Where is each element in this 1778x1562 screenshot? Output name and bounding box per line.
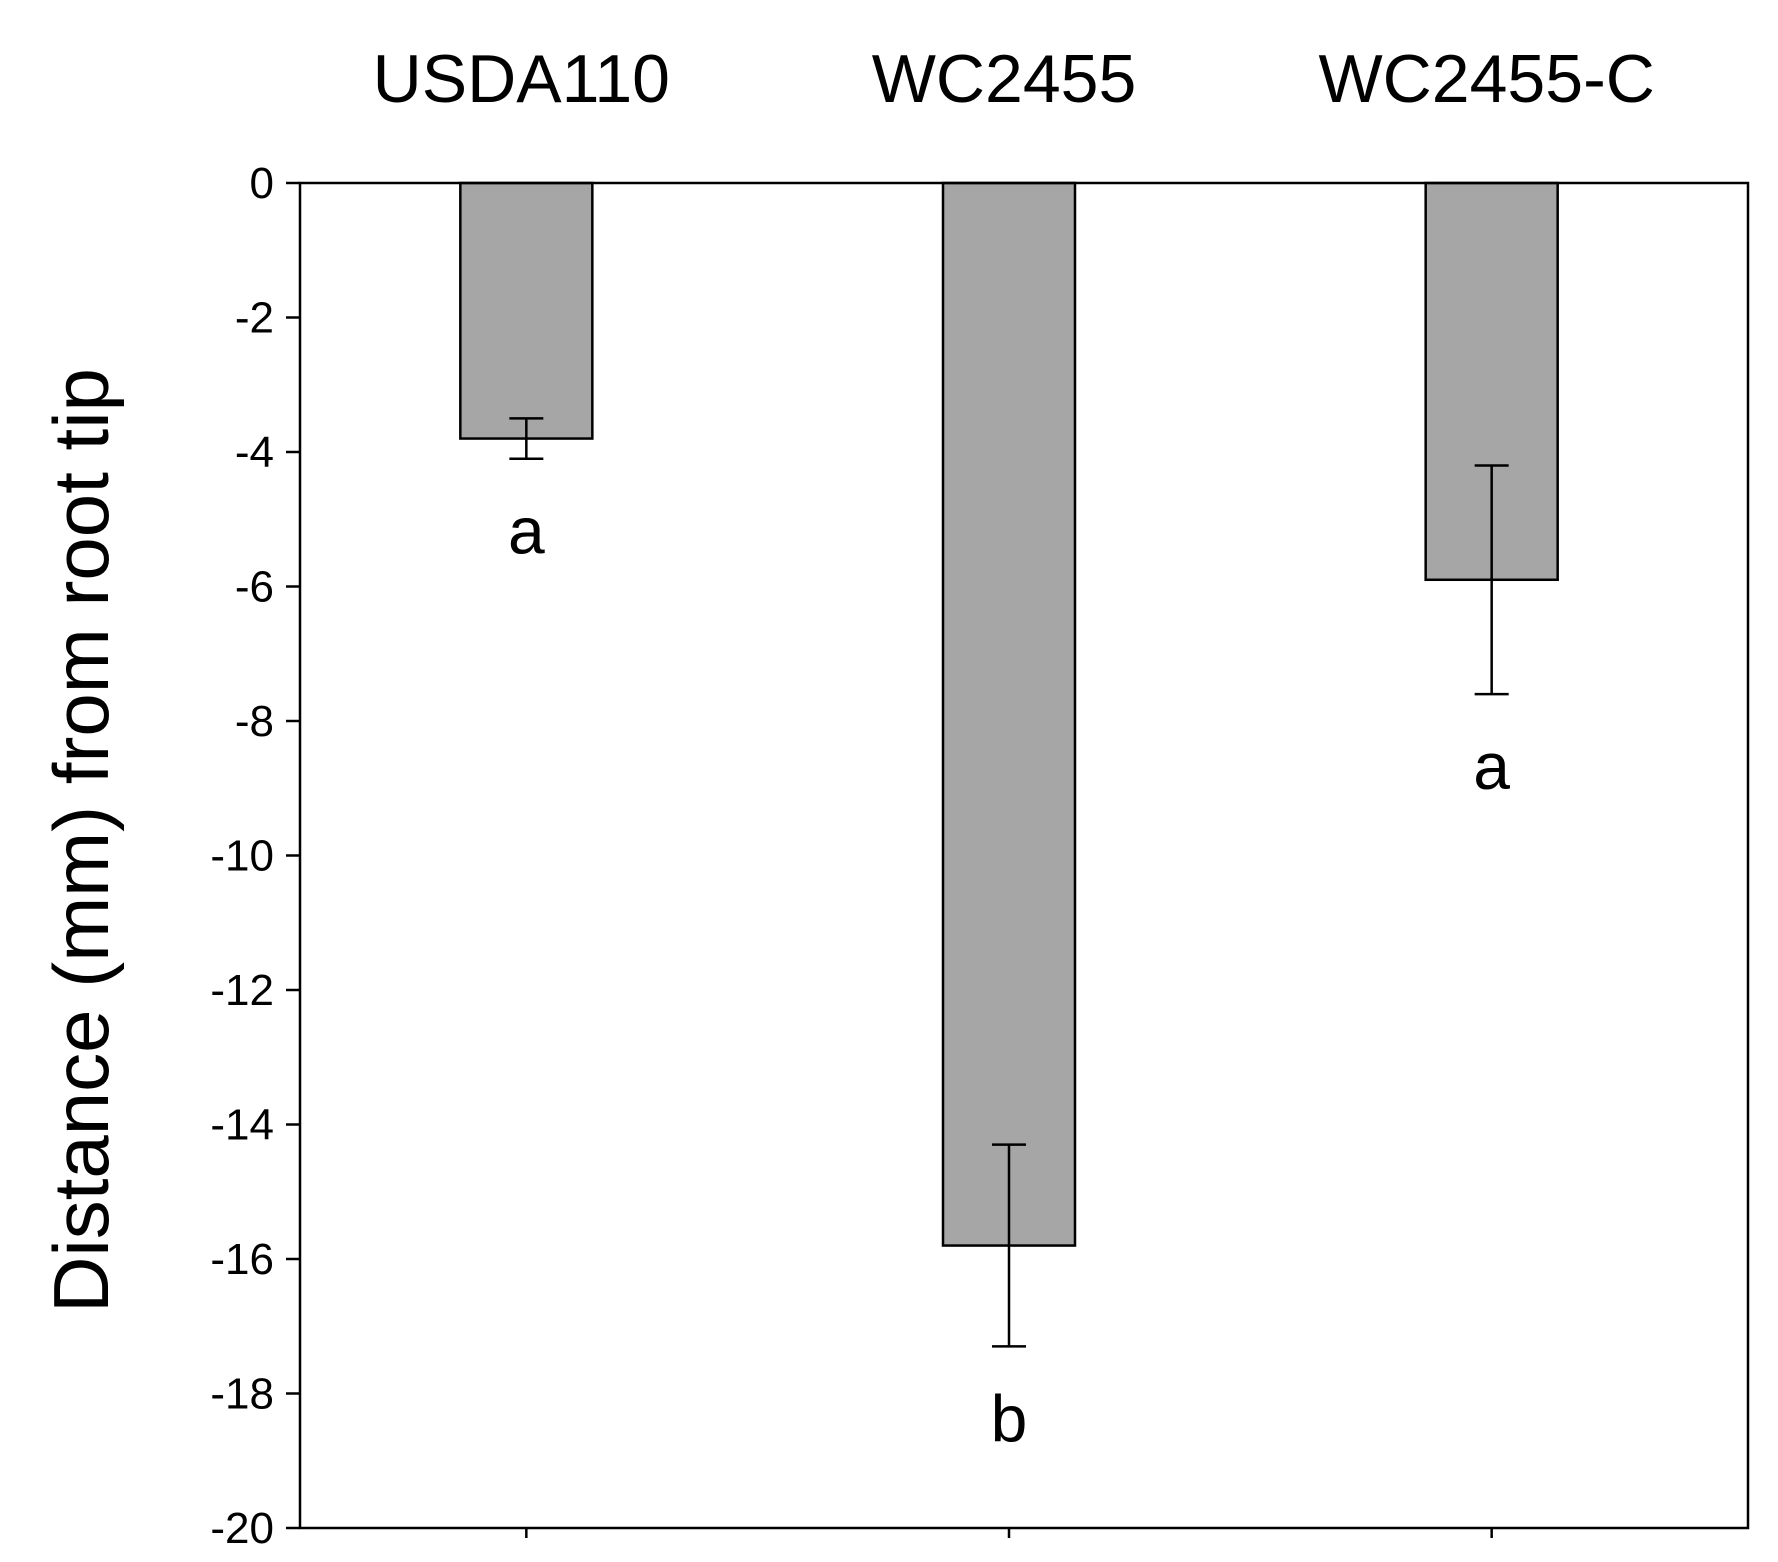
y-tick-label: -4 [235,428,274,477]
y-tick-label: -14 [210,1101,274,1150]
category-label: USDA110 [373,41,670,117]
y-tick-label: -10 [210,832,274,881]
y-tick-label: -18 [210,1370,274,1419]
y-tick-label: -8 [235,697,274,746]
y-axis-title: Distance (mm) from root tip [37,368,125,1313]
significance-letter: a [508,494,545,568]
y-tick-label: 0 [250,159,274,208]
bar-usda110 [459,181,594,440]
significance-letter: a [1473,729,1510,803]
plot-frame [298,181,1750,1530]
y-tick-label: -2 [235,294,274,343]
category-label: WC2455-C [1319,41,1655,117]
bar-wc2455 [941,181,1077,1247]
y-tick-label: -12 [210,966,274,1015]
y-tick-label: -6 [235,563,274,612]
y-tick-label: -16 [210,1235,274,1284]
significance-letter: b [991,1381,1028,1455]
y-tick-label: -20 [210,1504,274,1553]
category-label: WC2455 [872,41,1137,117]
